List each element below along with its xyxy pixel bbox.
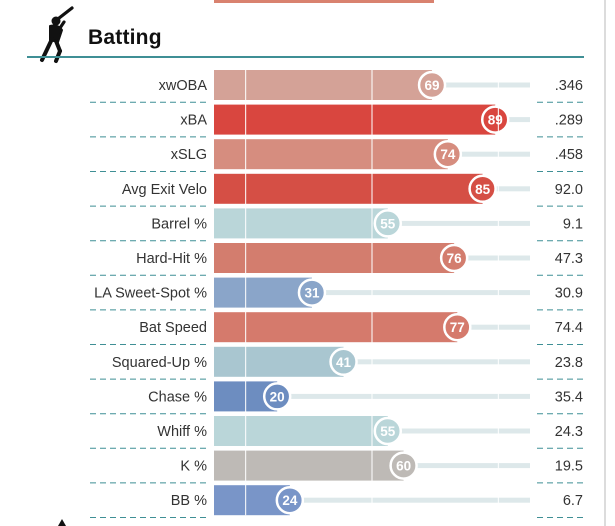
percentile-label: 76: [447, 251, 463, 266]
stat-value: 23.8: [555, 355, 583, 371]
stat-value: 74.4: [555, 320, 583, 336]
percentile-bar: [214, 450, 404, 481]
stat-value: 9.1: [563, 216, 583, 232]
percentile-bar: [214, 173, 483, 204]
percentile-marker: [329, 347, 358, 377]
section-header: Batting: [0, 0, 615, 63]
category-label: Bat Speed: [139, 320, 207, 336]
percentile-marker: [480, 105, 510, 134]
category-label: Chase %: [148, 389, 207, 405]
percentile-marker: [275, 485, 305, 515]
percentile-bar: [214, 243, 455, 273]
percentile-marker: [443, 312, 472, 342]
percentile-marker: [439, 243, 469, 273]
stat-value: 35.4: [555, 389, 583, 405]
category-label: Whiff %: [157, 424, 207, 440]
stat-value: .346: [555, 78, 583, 94]
percentile-marker: [389, 451, 418, 480]
category-label: Avg Exit Velo: [122, 182, 207, 198]
percentile-label: 74: [440, 147, 456, 162]
percentile-label: 55: [380, 424, 396, 439]
percentile-bar: [214, 70, 433, 100]
percentile-label: 24: [282, 493, 298, 508]
percentile-label: 20: [270, 389, 285, 404]
percentile-marker: [468, 174, 497, 204]
previous-section-bar: [214, 0, 434, 3]
stat-value: .289: [555, 113, 583, 129]
stat-value: 47.3: [555, 251, 583, 267]
stat-value: 24.3: [555, 424, 583, 440]
category-label: Hard-Hit %: [136, 251, 207, 267]
stat-value: 30.9: [555, 286, 583, 302]
percentile-label: 60: [396, 459, 411, 474]
percentile-bar: [214, 416, 388, 446]
percentile-marker: [417, 70, 447, 100]
percentile-bar: [214, 104, 496, 135]
baseball-batter-icon: [40, 6, 74, 63]
stat-value: 6.7: [563, 493, 583, 509]
category-label: xwOBA: [159, 78, 208, 94]
category-label: Barrel %: [151, 216, 207, 232]
percentile-label: 31: [304, 286, 320, 301]
category-label: xBA: [180, 113, 207, 129]
category-label: Squared-Up %: [112, 355, 207, 371]
category-label: LA Sweet-Spot %: [94, 286, 207, 302]
percentile-label: 89: [488, 113, 503, 128]
percentile-bar: [214, 346, 344, 377]
category-label: xSLG: [171, 147, 207, 163]
percentile-label: 77: [450, 320, 465, 335]
percentile-marker: [373, 209, 403, 238]
percentile-label: 41: [336, 355, 352, 370]
next-section-icon: [58, 519, 66, 526]
stat-value: .458: [555, 147, 583, 163]
percentile-label: 85: [475, 182, 491, 197]
percentile-marker: [262, 382, 292, 411]
stat-value: 19.5: [555, 459, 583, 475]
percentile-bar: [214, 139, 448, 170]
category-label: K %: [180, 459, 207, 475]
percentile-marker: [433, 139, 463, 169]
percentile-bar: [214, 208, 388, 239]
percentile-marker: [373, 416, 403, 446]
percentile-marker: [297, 278, 327, 307]
category-label: BB %: [171, 493, 207, 509]
stat-value: 92.0: [555, 182, 583, 198]
section-title: Batting: [88, 26, 162, 49]
percentile-label: 55: [380, 216, 396, 231]
percentile-bar: [214, 277, 312, 308]
percentile-bar: [214, 312, 458, 343]
percentile-label: 69: [425, 78, 440, 93]
header-divider: [27, 56, 584, 58]
panel-border: [604, 0, 606, 526]
